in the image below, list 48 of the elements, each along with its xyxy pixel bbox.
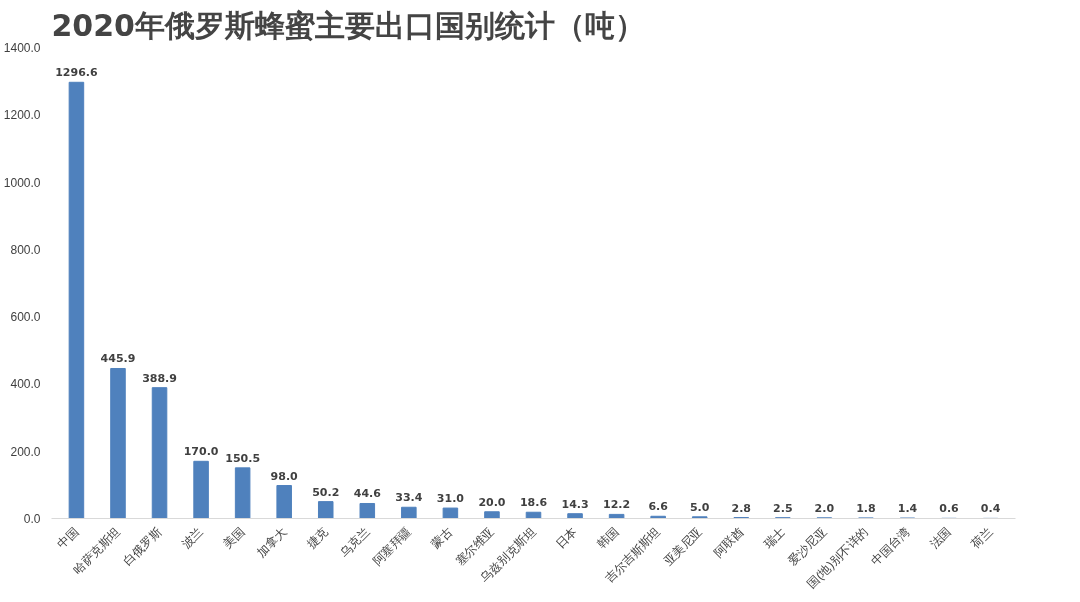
data-label: 98.0 [270, 469, 299, 483]
data-label: 0.6 [939, 502, 960, 516]
y-tick-label: 800.0 [10, 242, 41, 257]
x-tick-label: 加拿大 [253, 524, 290, 560]
data-label: 1296.6 [55, 66, 98, 80]
data-label: 1.8 [856, 501, 876, 515]
y-tick-label: 400.0 [10, 377, 41, 392]
data-label: 20.0 [478, 495, 506, 509]
x-tick-label: 中国台湾 [868, 524, 913, 569]
x-tick-label: 美国 [220, 524, 248, 552]
x-tick-label: 捷克 [303, 524, 331, 552]
x-tick-label: 瑞士 [760, 524, 788, 552]
x-tick-label: 亚美尼亚 [660, 524, 705, 569]
data-label: 6.6 [648, 500, 669, 514]
y-tick-label: 1000.0 [3, 175, 41, 190]
data-label: 14.3 [561, 497, 589, 511]
data-label: 33.4 [395, 491, 423, 505]
chart-title: 2020年俄罗斯蜂蜜主要出口国别统计（吨） [51, 7, 645, 43]
x-tick-label: 荷兰 [968, 524, 996, 552]
x-tick-label: 日本 [553, 524, 580, 552]
x-tick-label: 白俄罗斯 [120, 524, 165, 569]
x-tick-label: 阿联酋 [710, 524, 747, 560]
x-tick-label: 蒙古 [428, 524, 456, 552]
data-label: 50.2 [312, 485, 340, 499]
x-tick-label: 乌克兰 [336, 524, 373, 560]
data-label: 2.5 [773, 501, 793, 515]
data-label: 388.9 [142, 371, 177, 385]
data-label: 170.0 [183, 445, 219, 459]
x-tick-label: 中国 [54, 524, 82, 552]
y-tick-label: 200.0 [10, 444, 41, 459]
data-label: 150.5 [225, 451, 261, 465]
data-label: 0.4 [980, 502, 1001, 516]
y-tick-label: 600.0 [10, 310, 41, 325]
data-label: 31.0 [436, 492, 465, 506]
x-tick-label: 波兰 [179, 524, 207, 552]
data-label: 18.6 [519, 496, 548, 510]
y-tick-label: 1400.0 [3, 41, 41, 55]
data-label: 5.0 [689, 500, 710, 514]
data-label: 12.2 [603, 498, 631, 512]
x-tick-label: 法国 [927, 524, 954, 552]
data-label: 2.0 [814, 501, 835, 515]
data-label: 44.6 [353, 487, 382, 501]
data-label: 1.4 [897, 502, 918, 516]
data-label: 2.8 [731, 501, 752, 515]
y-tick-label: 1200.0 [3, 108, 41, 123]
x-tick-label: 韩国 [594, 524, 622, 552]
data-label: 445.9 [100, 352, 136, 366]
y-tick-label: 0.0 [23, 512, 41, 526]
